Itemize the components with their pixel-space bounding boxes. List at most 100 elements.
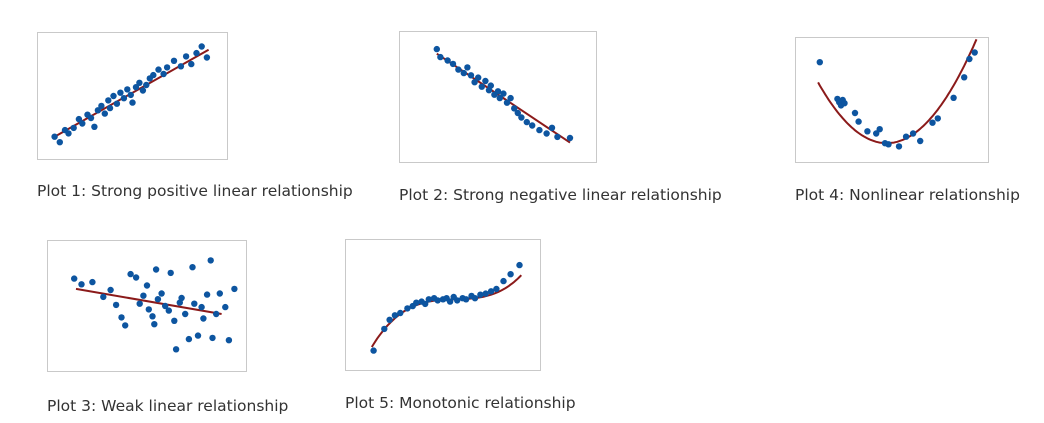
plot-1-point-35 — [193, 49, 200, 57]
plot-4-point-22 — [971, 49, 978, 56]
plot-1-point-6 — [79, 120, 86, 127]
plot-3-point-12 — [143, 282, 151, 289]
plot-3-point-38 — [222, 303, 229, 311]
plot-5-point-9 — [422, 300, 429, 308]
plot-3-point-7 — [122, 322, 129, 329]
plot-3-point-21 — [167, 269, 174, 277]
plot-1-point-33 — [182, 53, 190, 60]
plot-1-point-36 — [198, 43, 205, 50]
plot-2-point-15 — [494, 88, 502, 95]
plot-3-fit-line — [75, 287, 222, 315]
plot-3-point-15 — [151, 321, 158, 328]
plot-5-caption: Plot 5: Monotonic relationship — [345, 394, 576, 412]
plot-4-point-15 — [909, 130, 917, 137]
plot-1-point-3 — [65, 130, 72, 137]
plot-5-point-28 — [516, 261, 523, 269]
plot-2-point-18 — [503, 99, 511, 106]
plot-3-point-25 — [178, 294, 185, 302]
plot-5-point-22 — [477, 291, 484, 298]
plot-1-point-24 — [139, 87, 147, 94]
plot-4-point-18 — [934, 115, 941, 122]
plot-3-point-20 — [165, 307, 172, 314]
plot-4-caption: Plot 4: Nonlinear relationship — [795, 186, 1020, 204]
plot-3-point-28 — [189, 264, 196, 271]
plot-3-point-3 — [100, 293, 107, 301]
plot-1-point-14 — [106, 104, 114, 112]
plot-1-point-9 — [91, 123, 98, 130]
plot-2-point-13 — [487, 82, 494, 89]
plot-2-point-4 — [455, 66, 462, 73]
plot-5-point-23 — [482, 290, 489, 297]
plot-5-point-2 — [386, 316, 393, 323]
plot-3-point-37 — [216, 290, 223, 297]
scatter-plot-2 — [399, 31, 597, 163]
plot-1-point-1 — [56, 139, 63, 146]
plot-4-point-21 — [966, 55, 973, 63]
plot-1-point-11 — [98, 102, 105, 110]
plot-5-point-5 — [404, 305, 411, 312]
plot-2-point-9 — [475, 74, 482, 81]
plot-4-point-8 — [864, 128, 871, 135]
plot-3-point-30 — [194, 332, 202, 339]
plot-1-point-37 — [203, 54, 211, 61]
plot-4-point-6 — [851, 109, 859, 117]
plot-3-point-16 — [152, 266, 160, 273]
plot-2-point-11 — [482, 77, 489, 85]
plot-5-fit-line — [370, 274, 523, 348]
plot-3-point-6 — [118, 314, 125, 321]
plot-5-point-1 — [381, 325, 388, 333]
plot-4-point-9 — [873, 130, 880, 137]
plot-1-point-10 — [94, 107, 102, 114]
plot-3-point-11 — [140, 292, 147, 299]
plot-1-point-30 — [163, 64, 171, 71]
plot-2-point-10 — [478, 83, 485, 90]
plot-3-canvas — [71, 257, 238, 353]
plot-1-point-22 — [132, 84, 140, 91]
plot-2-point-5 — [460, 69, 467, 77]
plot-2-point-23 — [523, 118, 530, 126]
plot-1-point-34 — [188, 60, 195, 68]
plot-3-point-40 — [231, 285, 238, 293]
plot-5-point-26 — [500, 277, 507, 285]
plot-1-point-17 — [117, 89, 124, 96]
plot-3-point-31 — [198, 303, 205, 311]
plot-1-caption: Plot 1: Strong positive linear relations… — [37, 182, 353, 200]
plot-3-point-1 — [78, 281, 85, 288]
plot-2-point-19 — [507, 94, 514, 102]
plot-2-point-29 — [566, 134, 574, 142]
plot-4-point-13 — [895, 143, 903, 150]
plot-3-point-39 — [225, 337, 233, 344]
plot-1-point-4 — [70, 124, 77, 132]
plot-3-point-32 — [200, 315, 207, 322]
plot-4-point-20 — [961, 74, 968, 81]
plot-4-point-0 — [816, 59, 823, 66]
plot-1-point-15 — [110, 92, 117, 100]
plot-3-point-10 — [136, 300, 143, 307]
plot-4-point-19 — [950, 94, 957, 101]
plot-2-point-28 — [554, 133, 561, 141]
plot-3-point-8 — [127, 270, 134, 278]
plot-1-point-31 — [170, 57, 178, 64]
plot-3-point-0 — [71, 275, 78, 282]
plot-4-point-17 — [929, 119, 936, 126]
plot-4-point-12 — [885, 141, 892, 148]
plot-2-point-27 — [548, 124, 556, 131]
plot-3-caption: Plot 3: Weak linear relationship — [47, 397, 289, 415]
plot-1-point-21 — [129, 99, 136, 106]
plot-1-point-19 — [124, 86, 131, 93]
plot-5-point-10 — [425, 296, 432, 303]
scatter-plot-4 — [795, 37, 989, 163]
plot-2-point-7 — [467, 72, 475, 79]
plot-3-point-17 — [154, 296, 162, 303]
plot-5-point-12 — [434, 297, 441, 304]
plot-2-point-16 — [496, 94, 503, 102]
plot-5-point-25 — [493, 285, 500, 293]
plot-4-point-5 — [841, 100, 848, 107]
plot-1-point-13 — [105, 97, 112, 104]
plot-5-point-7 — [413, 299, 420, 306]
plot-2-caption: Plot 2: Strong negative linear relations… — [399, 186, 722, 204]
plot-3-point-19 — [162, 302, 169, 310]
plot-1-point-20 — [127, 91, 134, 99]
plot-2-point-24 — [529, 122, 536, 129]
plot-3-point-27 — [185, 335, 193, 343]
